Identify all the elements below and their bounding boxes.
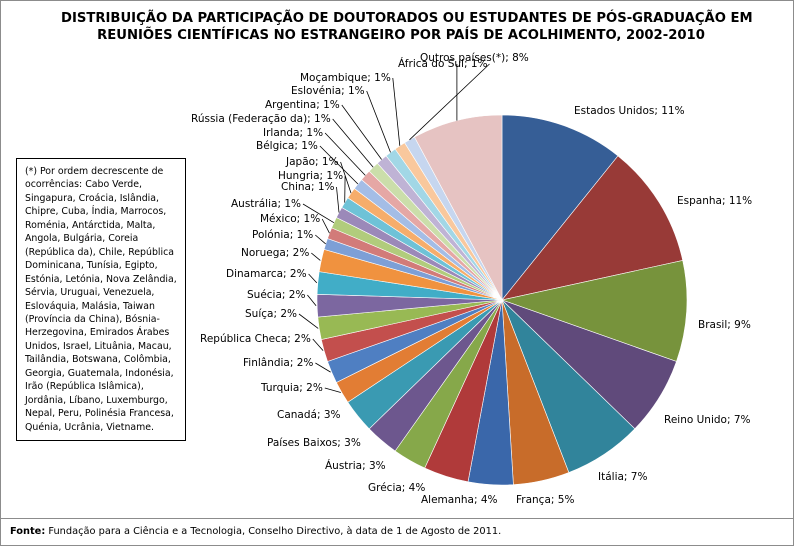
pie-label-11: Turquia; 2% — [260, 382, 323, 394]
pie-slice-2 — [500, 260, 688, 362]
pie-label-4: Itália; 7% — [598, 471, 647, 483]
pie-label-9: Países Baixos; 3% — [267, 437, 361, 449]
pie-chart: Estados Unidos; 11% Espanha; 11% Brasil; 9… — [191, 52, 752, 506]
pie-label-10: Canadá; 3% — [277, 409, 341, 421]
leader-line-11 — [324, 387, 341, 393]
leader-line-25 — [324, 132, 366, 176]
source-label: Fonte: — [10, 526, 46, 537]
leader-line-12 — [315, 362, 331, 373]
pie-slice-31 — [414, 114, 503, 301]
pie-label-22: Hungria; 1% — [278, 170, 343, 182]
leader-line-14 — [298, 313, 319, 329]
pie-label-18: Polónia; 1% — [252, 229, 313, 241]
pie-label-23: Japão; 1% — [285, 156, 339, 168]
pie-label-21: China; 1% — [281, 181, 335, 193]
pie-label-2: Brasil; 9% — [698, 319, 751, 331]
chart-title-line-1: DISTRIBUIÇÃO DA PARTICIPAÇÃO DE DOUTORAD… — [61, 11, 753, 26]
pie-label-19: México; 1% — [260, 213, 320, 225]
leader-line-16 — [308, 273, 318, 284]
leader-line-13 — [312, 338, 324, 351]
leader-line-17 — [311, 252, 321, 261]
leader-line-23 — [340, 161, 352, 194]
leader-line-15 — [307, 294, 317, 306]
leader-line-18 — [315, 234, 326, 245]
pie-label-6: Alemanha; 4% — [421, 494, 498, 506]
pie-slice-1 — [501, 155, 684, 301]
pie-label-26: Rússia (Federação da); 1% — [191, 113, 331, 125]
pie-label-29: Moçambique; 1% — [300, 72, 391, 84]
pie-label-5: França; 5% — [516, 494, 574, 506]
other-countries-note: (*) Por ordem decrescente de ocorrências… — [16, 158, 186, 442]
pie-label-1: Espanha; 11% — [677, 195, 752, 207]
pie-label-3: Reino Unido; 7% — [664, 414, 751, 426]
pie-label-14: Suíça; 2% — [245, 308, 297, 320]
pie-label-0: Estados Unidos; 11% — [574, 105, 685, 117]
footer-divider — [1, 518, 793, 519]
pie-label-28: Eslovénia; 1% — [291, 85, 365, 97]
pie-label-25: Irlanda; 1% — [263, 127, 323, 139]
pie-label-24: Bélgica; 1% — [256, 140, 318, 152]
pie-label-13: República Checa; 2% — [200, 333, 311, 345]
leader-line-19 — [321, 218, 330, 234]
chart-title: DISTRIBUIÇÃO DA PARTICIPAÇÃO DE DOUTORAD… — [61, 10, 753, 44]
leader-line-21 — [336, 186, 340, 213]
pie-label-27: Argentina; 1% — [265, 99, 340, 111]
pie-label-16: Dinamarca; 2% — [226, 268, 307, 280]
leader-line-24 — [319, 145, 359, 185]
leader-line-26 — [332, 118, 374, 168]
leader-line-20 — [302, 203, 335, 224]
pie-label-30: África do Sul; 1% — [398, 57, 488, 70]
source-note: Fonte: Fundação para a Ciência e a Tecno… — [10, 526, 501, 537]
pie-label-15: Suécia; 2% — [247, 289, 305, 301]
pie-label-7: Grécia; 4% — [368, 482, 425, 494]
chart-title-line-2: REUNIÕES CIENTÍFICAS NO ESTRANGEIRO POR … — [97, 28, 705, 43]
leader-line-30 — [409, 63, 490, 141]
pie-slice-0 — [501, 114, 619, 301]
leader-line-29 — [392, 77, 401, 146]
pie-label-20: Austrália; 1% — [231, 198, 301, 210]
pie-label-31: Outros países(*); 8% — [420, 52, 529, 64]
pie-label-8: Áustria; 3% — [325, 459, 386, 472]
pie-label-17: Noruega; 2% — [241, 247, 309, 259]
leader-line-28 — [366, 90, 391, 153]
leader-line-27 — [341, 104, 382, 160]
source-text: Fundação para a Ciência e a Tecnologia, … — [45, 526, 502, 537]
pie-label-12: Finlândia; 2% — [243, 357, 313, 369]
